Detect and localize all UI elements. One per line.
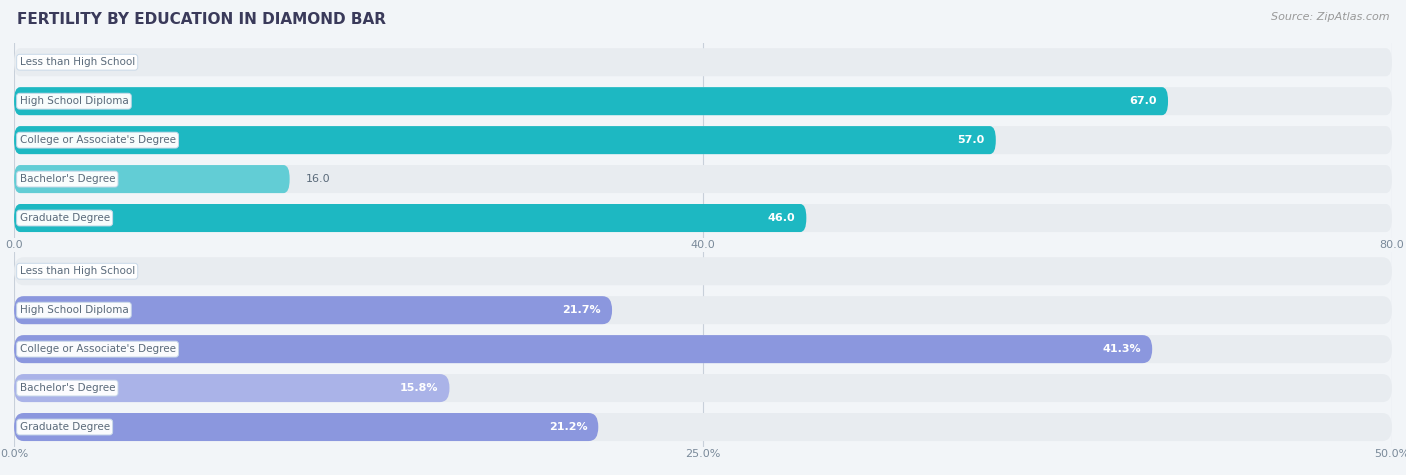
- Text: 46.0: 46.0: [768, 213, 796, 223]
- Text: Less than High School: Less than High School: [20, 57, 135, 67]
- FancyBboxPatch shape: [14, 87, 1392, 115]
- Text: Source: ZipAtlas.com: Source: ZipAtlas.com: [1271, 12, 1389, 22]
- FancyBboxPatch shape: [14, 374, 450, 402]
- FancyBboxPatch shape: [14, 296, 612, 324]
- FancyBboxPatch shape: [14, 48, 1392, 76]
- Text: 15.8%: 15.8%: [399, 383, 439, 393]
- FancyBboxPatch shape: [14, 335, 1152, 363]
- FancyBboxPatch shape: [14, 413, 1392, 441]
- FancyBboxPatch shape: [14, 87, 1168, 115]
- Text: College or Associate's Degree: College or Associate's Degree: [20, 135, 176, 145]
- Text: Graduate Degree: Graduate Degree: [20, 422, 110, 432]
- Text: 41.3%: 41.3%: [1102, 344, 1142, 354]
- FancyBboxPatch shape: [14, 413, 599, 441]
- Text: Bachelor's Degree: Bachelor's Degree: [20, 174, 115, 184]
- Text: College or Associate's Degree: College or Associate's Degree: [20, 344, 176, 354]
- FancyBboxPatch shape: [14, 126, 995, 154]
- Text: 21.2%: 21.2%: [548, 422, 588, 432]
- FancyBboxPatch shape: [14, 257, 1392, 285]
- Text: 57.0: 57.0: [957, 135, 984, 145]
- FancyBboxPatch shape: [14, 204, 1392, 232]
- Text: High School Diploma: High School Diploma: [20, 305, 128, 315]
- Text: FERTILITY BY EDUCATION IN DIAMOND BAR: FERTILITY BY EDUCATION IN DIAMOND BAR: [17, 12, 385, 27]
- Text: 67.0: 67.0: [1129, 96, 1157, 106]
- FancyBboxPatch shape: [14, 374, 1392, 402]
- FancyBboxPatch shape: [14, 204, 807, 232]
- FancyBboxPatch shape: [14, 165, 290, 193]
- Text: 21.7%: 21.7%: [562, 305, 600, 315]
- Text: 0.0%: 0.0%: [31, 266, 59, 276]
- Text: 16.0: 16.0: [307, 174, 330, 184]
- FancyBboxPatch shape: [14, 335, 1392, 363]
- Text: Graduate Degree: Graduate Degree: [20, 213, 110, 223]
- FancyBboxPatch shape: [14, 165, 1392, 193]
- Text: Less than High School: Less than High School: [20, 266, 135, 276]
- Text: Bachelor's Degree: Bachelor's Degree: [20, 383, 115, 393]
- Text: High School Diploma: High School Diploma: [20, 96, 128, 106]
- Text: 0.0: 0.0: [31, 57, 48, 67]
- FancyBboxPatch shape: [14, 296, 1392, 324]
- FancyBboxPatch shape: [14, 126, 1392, 154]
